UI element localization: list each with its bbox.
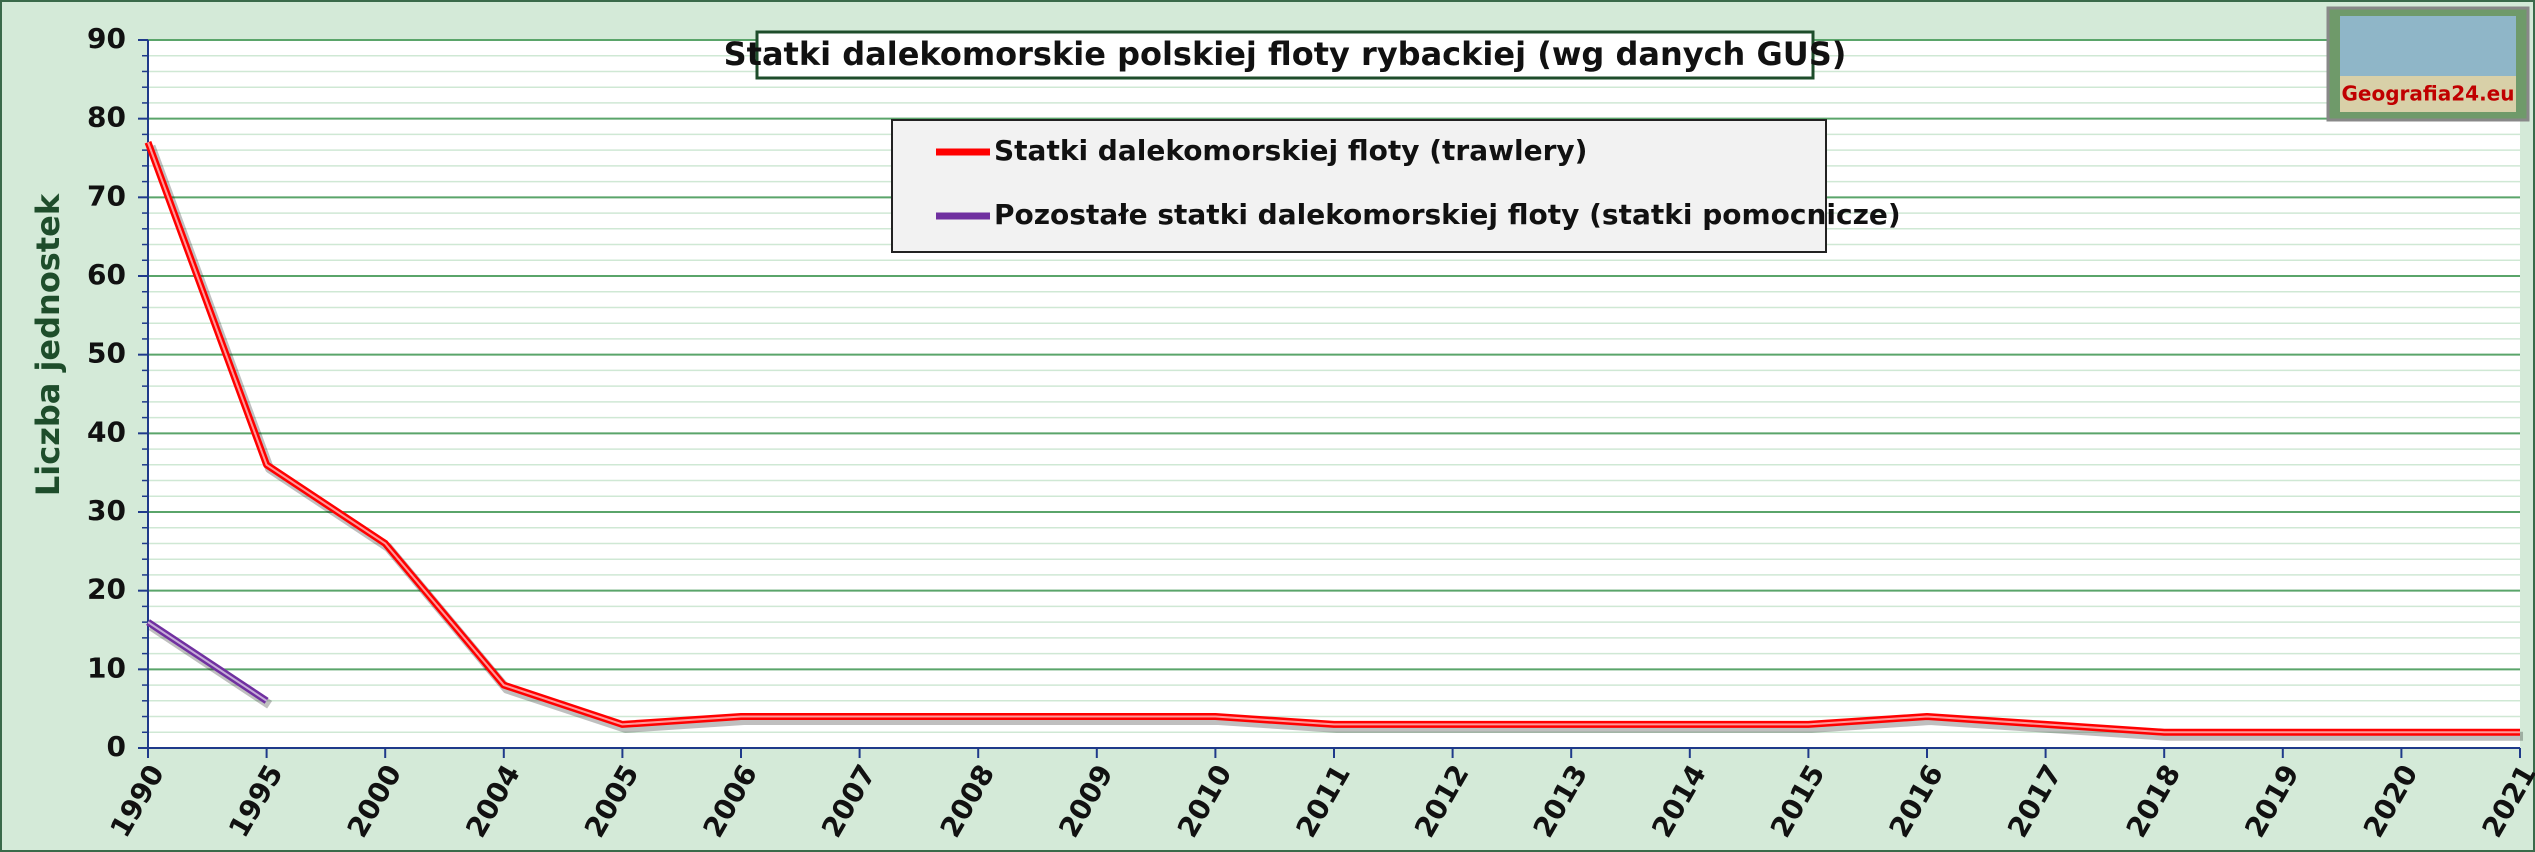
y-axis-label: Liczba jednostek	[29, 193, 67, 496]
line-highlight	[147, 621, 268, 702]
y-tick-label: 50	[87, 337, 126, 370]
logo-band	[2340, 76, 2516, 112]
legend-label: Statki dalekomorskiej floty (trawlery)	[994, 134, 1587, 167]
y-tick-label: 70	[87, 179, 126, 212]
chart-title: Statki dalekomorskie polskiej floty ryba…	[724, 35, 1847, 73]
y-tick-label: 60	[87, 258, 126, 291]
logo-image	[2340, 16, 2516, 76]
y-tick-label: 90	[87, 22, 126, 55]
y-tick-label: 20	[87, 573, 126, 606]
line-highlight	[147, 141, 2520, 734]
y-tick-label: 10	[87, 651, 126, 684]
y-tick-label: 0	[107, 730, 126, 763]
y-tick-label: 80	[87, 101, 126, 134]
logo-text: Geografia24.eu	[2342, 82, 2515, 106]
y-tick-label: 30	[87, 494, 126, 527]
y-tick-label: 40	[87, 415, 126, 448]
title-box	[755, 30, 1815, 80]
legend	[891, 119, 1827, 253]
legend-label: Pozostałe statki dalekomorskiej floty (s…	[994, 198, 1901, 231]
